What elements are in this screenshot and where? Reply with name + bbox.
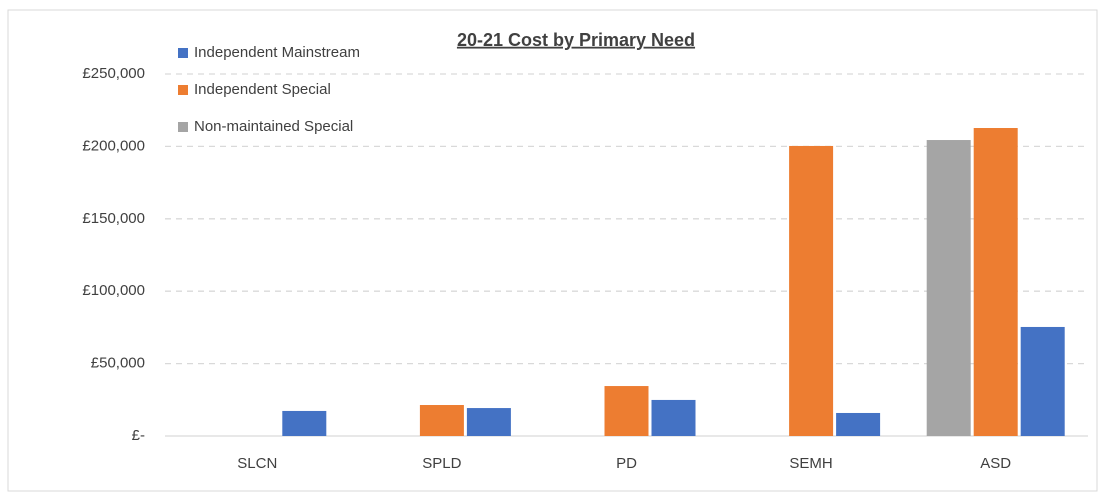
bar xyxy=(973,128,1018,436)
x-tick-label: SLCN xyxy=(237,455,277,472)
bar xyxy=(419,405,464,436)
bar xyxy=(466,408,511,436)
bar xyxy=(1020,326,1065,436)
bar xyxy=(926,140,971,436)
legend-label: Independent Special xyxy=(194,81,331,98)
legend-swatch xyxy=(178,122,188,132)
y-tick-label: £250,000 xyxy=(82,65,145,82)
x-tick-label: SEMH xyxy=(789,455,832,472)
legend-label: Non-maintained Special xyxy=(194,118,353,135)
x-tick-label: ASD xyxy=(980,455,1011,472)
x-tick-label: SPLD xyxy=(422,455,461,472)
legend-label: Independent Mainstream xyxy=(194,44,360,61)
bar xyxy=(282,410,327,436)
y-tick-label: £50,000 xyxy=(91,355,145,372)
chart-frame xyxy=(7,9,1098,492)
bar xyxy=(789,145,834,436)
bar xyxy=(651,399,696,436)
chart-title: 20-21 Cost by Primary Need xyxy=(457,30,695,50)
y-tick-label: £100,000 xyxy=(82,282,145,299)
bar xyxy=(836,412,881,436)
legend-swatch xyxy=(178,48,188,58)
x-tick-label: PD xyxy=(616,455,637,472)
y-tick-label: £150,000 xyxy=(82,210,145,227)
y-tick-label: £200,000 xyxy=(82,137,145,154)
legend-swatch xyxy=(178,85,188,95)
bar xyxy=(604,386,649,436)
y-tick-label: £- xyxy=(132,427,145,444)
